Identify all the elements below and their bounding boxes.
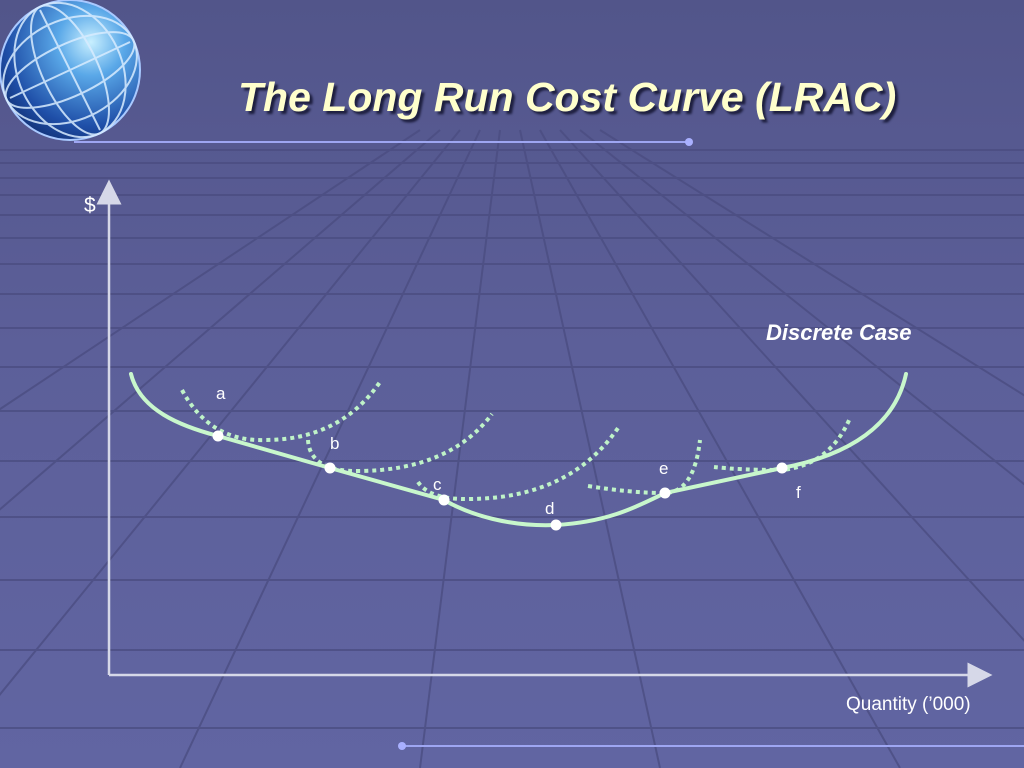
point-e-label: e [659, 459, 669, 478]
point-e-marker [659, 487, 671, 499]
x-axis-label: Quantity (’000) [846, 694, 971, 715]
point-a-marker [212, 430, 224, 442]
case-label: Discrete Case [766, 320, 912, 345]
point-c-marker [438, 494, 450, 506]
title-underline-dot [685, 138, 693, 146]
y-axis-label: $ [84, 194, 96, 217]
point-c-label: c [433, 475, 442, 494]
point-d-marker [550, 519, 562, 531]
point-f-label: f [796, 483, 801, 502]
srac-curve-2 [306, 412, 494, 474]
point-d-label: d [545, 499, 555, 518]
srac-curve-4 [587, 439, 702, 496]
srac-curve-5 [713, 417, 852, 473]
srac-curve-1 [180, 380, 382, 443]
globe-logo [0, 0, 141, 141]
lrac-curve [129, 372, 908, 528]
srac-curve-3 [416, 426, 620, 502]
point-b-marker [324, 462, 336, 474]
point-a-label: a [216, 384, 226, 403]
slide-title: The Long Run Cost Curve (LRAC) [238, 74, 897, 120]
footer-line [404, 745, 1024, 747]
point-b-label: b [330, 434, 340, 453]
title-underline [74, 141, 688, 143]
footer-line-dot [398, 742, 406, 750]
point-f-marker [776, 462, 788, 474]
